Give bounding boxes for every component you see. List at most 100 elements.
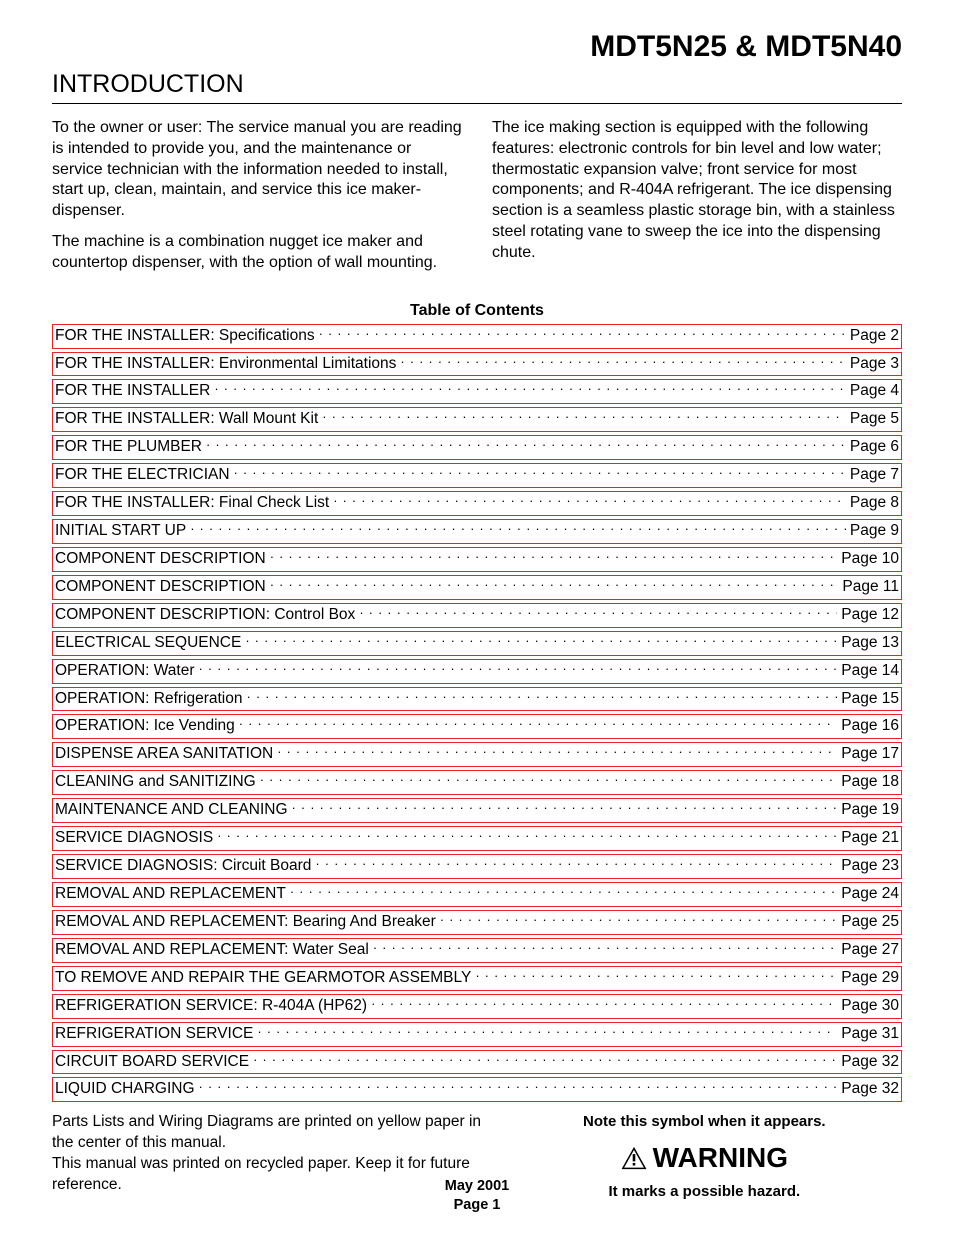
toc-leader-dots: ········································… [253, 1023, 837, 1041]
toc-title: INITIAL START UP [55, 521, 186, 542]
toc-leader-dots: ········································… [318, 408, 846, 426]
toc-row[interactable]: CLEANING and SANITIZING·················… [52, 770, 902, 795]
toc-leader-dots: ········································… [235, 715, 837, 733]
toc-row[interactable]: OPERATION: Refrigeration················… [52, 687, 902, 712]
toc-row[interactable]: FOR THE ELECTRICIAN·····················… [52, 463, 902, 488]
toc-title: REMOVAL AND REPLACEMENT [55, 884, 286, 905]
toc-title: CLEANING and SANITIZING [55, 772, 256, 793]
toc-row[interactable]: FOR THE INSTALLER: Wall Mount Kit·······… [52, 407, 902, 432]
toc-row[interactable]: FOR THE INSTALLER: Specifications·······… [52, 324, 902, 349]
warning-triangle-icon [621, 1146, 647, 1170]
toc-page: Page 27 [837, 940, 899, 961]
toc-leader-dots: ········································… [396, 353, 845, 371]
toc-leader-dots: ········································… [355, 604, 837, 622]
toc-page: Page 12 [837, 605, 899, 626]
toc-row[interactable]: MAINTENANCE AND CLEANING················… [52, 798, 902, 823]
toc-leader-dots: ········································… [195, 660, 838, 678]
toc-title: COMPONENT DESCRIPTION [55, 549, 266, 570]
section-heading: INTRODUCTION [52, 70, 902, 99]
intro-col-left: To the owner or user: The service manual… [52, 118, 462, 284]
toc-row[interactable]: SERVICE DIAGNOSIS·······················… [52, 826, 902, 851]
toc-page: Page 32 [837, 1079, 899, 1100]
heading-rule [52, 103, 902, 104]
toc-row[interactable]: FOR THE INSTALLER: Environmental Limitat… [52, 352, 902, 377]
toc-leader-dots: ········································… [256, 771, 838, 789]
warning-text: WARNING [653, 1139, 788, 1177]
toc-title: OPERATION: Refrigeration [55, 689, 243, 710]
toc-leader-dots: ········································… [311, 855, 837, 873]
toc-title: REMOVAL AND REPLACEMENT: Water Seal [55, 940, 369, 961]
toc-row[interactable]: COMPONENT DESCRIPTION: Control Box······… [52, 603, 902, 628]
toc-row[interactable]: REFRIGERATION SERVICE: R-404A (HP62)····… [52, 994, 902, 1019]
toc-leader-dots: ········································… [315, 325, 846, 343]
toc-leader-dots: ········································… [266, 548, 838, 566]
toc-leader-dots: ········································… [266, 576, 839, 594]
toc-row[interactable]: OPERATION: Water························… [52, 659, 902, 684]
toc-row[interactable]: FOR THE INSTALLER: Final Check List·····… [52, 491, 902, 516]
toc-title: FOR THE INSTALLER: Specifications [55, 326, 315, 347]
toc-row[interactable]: REMOVAL AND REPLACEMENT·················… [52, 882, 902, 907]
toc-page: Page 7 [846, 465, 899, 486]
toc-row[interactable]: LIQUID CHARGING·························… [52, 1077, 902, 1102]
toc-page: Page 8 [846, 493, 899, 514]
toc-row[interactable]: COMPONENT DESCRIPTION···················… [52, 575, 902, 600]
toc-leader-dots: ········································… [273, 743, 837, 761]
toc-page: Page 23 [837, 856, 899, 877]
toc-row[interactable]: SERVICE DIAGNOSIS: Circuit Board········… [52, 854, 902, 879]
toc-row[interactable]: COMPONENT DESCRIPTION···················… [52, 547, 902, 572]
toc-title: FOR THE INSTALLER: Wall Mount Kit [55, 409, 318, 430]
table-of-contents: FOR THE INSTALLER: Specifications·······… [52, 324, 902, 1103]
toc-leader-dots: ········································… [241, 632, 837, 650]
toc-title: REFRIGERATION SERVICE: R-404A (HP62) [55, 996, 367, 1017]
toc-page: Page 5 [846, 409, 899, 430]
toc-leader-dots: ········································… [436, 911, 837, 929]
toc-page: Page 9 [846, 521, 899, 542]
toc-row[interactable]: FOR THE PLUMBER·························… [52, 435, 902, 460]
toc-title: REMOVAL AND REPLACEMENT: Bearing And Bre… [55, 912, 436, 933]
toc-leader-dots: ········································… [288, 799, 838, 817]
intro-col-right: The ice making section is equipped with … [492, 118, 902, 284]
toc-title: TO REMOVE AND REPAIR THE GEARMOTOR ASSEM… [55, 968, 471, 989]
toc-page: Page 2 [846, 326, 899, 347]
toc-page: Page 21 [837, 828, 899, 849]
toc-leader-dots: ········································… [367, 995, 837, 1013]
toc-title: COMPONENT DESCRIPTION [55, 577, 266, 598]
toc-row[interactable]: OPERATION: Ice Vending··················… [52, 714, 902, 739]
toc-row[interactable]: REMOVAL AND REPLACEMENT: Bearing And Bre… [52, 910, 902, 935]
toc-leader-dots: ········································… [213, 827, 837, 845]
toc-page: Page 30 [837, 996, 899, 1017]
toc-leader-dots: ········································… [210, 380, 846, 398]
toc-page: Page 10 [837, 549, 899, 570]
toc-row[interactable]: CIRCUIT BOARD SERVICE···················… [52, 1050, 902, 1075]
toc-leader-dots: ········································… [186, 520, 846, 538]
toc-leader-dots: ········································… [243, 688, 838, 706]
toc-row[interactable]: REFRIGERATION SERVICE···················… [52, 1022, 902, 1047]
intro-left-p1: To the owner or user: The service manual… [52, 118, 462, 222]
warning-symbol: WARNING [621, 1139, 788, 1177]
toc-page: Page 24 [837, 884, 899, 905]
toc-row[interactable]: ELECTRICAL SEQUENCE·····················… [52, 631, 902, 656]
toc-row[interactable]: INITIAL START UP························… [52, 519, 902, 544]
toc-title: MAINTENANCE AND CLEANING [55, 800, 288, 821]
toc-row[interactable]: TO REMOVE AND REPAIR THE GEARMOTOR ASSEM… [52, 966, 902, 991]
toc-page: Page 3 [846, 354, 899, 375]
toc-title: FOR THE ELECTRICIAN [55, 465, 230, 486]
toc-row[interactable]: REMOVAL AND REPLACEMENT: Water Seal·····… [52, 938, 902, 963]
toc-leader-dots: ········································… [286, 883, 837, 901]
intro-right-p1: The ice making section is equipped with … [492, 118, 902, 264]
intro-columns: To the owner or user: The service manual… [52, 118, 902, 284]
toc-leader-dots: ········································… [471, 967, 837, 985]
toc-row[interactable]: DISPENSE AREA SANITATION················… [52, 742, 902, 767]
footer-left-p1: Parts Lists and Wiring Diagrams are prin… [52, 1112, 507, 1154]
toc-page: Page 13 [837, 633, 899, 654]
toc-leader-dots: ········································… [195, 1078, 838, 1096]
toc-row[interactable]: FOR THE INSTALLER·······················… [52, 379, 902, 404]
toc-page: Page 14 [837, 661, 899, 682]
toc-title: FOR THE INSTALLER: Final Check List [55, 493, 329, 514]
toc-page: Page 4 [846, 381, 899, 402]
toc-page: Page 15 [837, 689, 899, 710]
toc-leader-dots: ········································… [202, 436, 846, 454]
toc-page: Page 32 [837, 1052, 899, 1073]
warning-note: Note this symbol when it appears. [507, 1112, 902, 1132]
toc-title: COMPONENT DESCRIPTION: Control Box [55, 605, 355, 626]
